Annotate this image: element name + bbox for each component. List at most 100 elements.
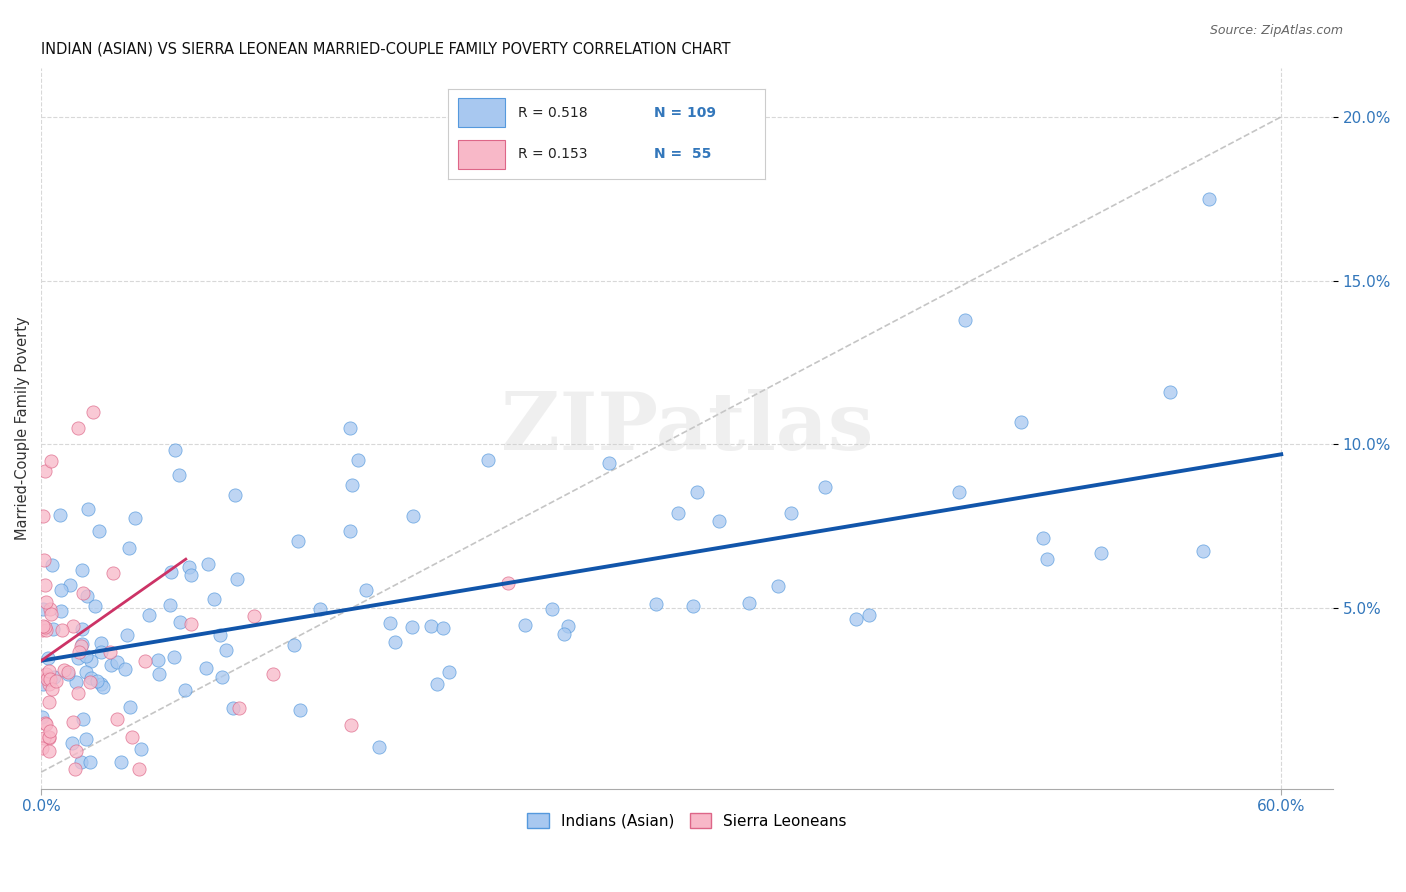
Point xyxy=(37,650,59,665)
Point xyxy=(53,663,76,677)
Point xyxy=(378,615,401,630)
Point xyxy=(79,756,101,770)
Point xyxy=(67,421,90,435)
Point xyxy=(62,714,84,729)
Point xyxy=(59,578,82,592)
Point xyxy=(32,731,55,746)
Point xyxy=(67,645,90,659)
Point xyxy=(70,623,93,637)
Point xyxy=(1036,552,1059,566)
Point xyxy=(35,595,58,609)
Point xyxy=(384,634,406,648)
Point xyxy=(180,568,202,582)
Point xyxy=(31,602,53,616)
Point xyxy=(84,599,107,613)
Point xyxy=(211,670,233,684)
Point xyxy=(340,718,363,732)
Point xyxy=(70,639,93,653)
Point xyxy=(858,608,880,623)
Point xyxy=(38,731,60,746)
Point xyxy=(67,650,90,665)
Point xyxy=(38,730,60,744)
Point xyxy=(34,620,56,634)
Point xyxy=(34,464,56,478)
Point xyxy=(180,616,202,631)
Point xyxy=(31,741,53,756)
Point xyxy=(129,742,152,756)
Point xyxy=(41,622,63,636)
Point xyxy=(51,583,73,598)
Point xyxy=(645,597,668,611)
Point xyxy=(224,488,246,502)
Point xyxy=(38,723,60,738)
Point xyxy=(34,578,56,592)
Point xyxy=(31,710,53,724)
Point xyxy=(262,666,284,681)
Point xyxy=(146,653,169,667)
Point xyxy=(197,557,219,571)
Point xyxy=(58,666,80,681)
Point xyxy=(32,618,55,632)
Point xyxy=(498,575,520,590)
Point xyxy=(128,762,150,776)
Point xyxy=(845,612,868,626)
Point xyxy=(420,619,443,633)
Point xyxy=(340,478,363,492)
Point xyxy=(42,670,65,684)
Point xyxy=(82,405,104,419)
Point xyxy=(41,558,63,573)
Point xyxy=(402,508,425,523)
Point xyxy=(339,420,361,434)
Point xyxy=(75,732,97,747)
Point xyxy=(105,656,128,670)
Point xyxy=(34,553,56,567)
Point xyxy=(65,762,87,776)
Point xyxy=(49,604,72,618)
Point xyxy=(120,700,142,714)
Point xyxy=(34,623,56,637)
Point xyxy=(309,602,332,616)
Point xyxy=(1191,544,1213,558)
Point xyxy=(70,563,93,577)
Point xyxy=(79,675,101,690)
Point xyxy=(38,744,60,758)
Text: INDIAN (ASIAN) VS SIERRA LEONEAN MARRIED-COUPLE FAMILY POVERTY CORRELATION CHART: INDIAN (ASIAN) VS SIERRA LEONEAN MARRIED… xyxy=(41,42,731,57)
Point xyxy=(80,654,103,668)
Point xyxy=(37,672,59,686)
Point xyxy=(953,313,976,327)
Point xyxy=(356,583,378,598)
Point xyxy=(138,608,160,623)
Point xyxy=(194,661,217,675)
Point xyxy=(347,453,370,467)
Point xyxy=(76,589,98,603)
Point xyxy=(39,607,62,621)
Point xyxy=(738,595,761,609)
Point xyxy=(51,624,73,638)
Point xyxy=(72,586,94,600)
Point xyxy=(34,716,56,731)
Point xyxy=(101,566,124,580)
Point xyxy=(100,658,122,673)
Point xyxy=(105,713,128,727)
Text: ZIPatlas: ZIPatlas xyxy=(501,389,873,467)
Point xyxy=(215,643,238,657)
Point xyxy=(209,628,232,642)
Point xyxy=(75,665,97,680)
Point xyxy=(65,744,87,758)
Point xyxy=(117,628,139,642)
Point xyxy=(65,674,87,689)
Point xyxy=(1010,415,1032,429)
Point xyxy=(686,484,709,499)
Legend: Indians (Asian), Sierra Leoneans: Indians (Asian), Sierra Leoneans xyxy=(522,807,853,835)
Point xyxy=(174,682,197,697)
Point xyxy=(401,619,423,633)
Point xyxy=(121,730,143,744)
Point xyxy=(557,618,579,632)
Point xyxy=(86,673,108,688)
Point xyxy=(118,541,141,555)
Point xyxy=(31,623,53,637)
Point xyxy=(477,453,499,467)
Point xyxy=(1032,531,1054,545)
Point xyxy=(110,756,132,770)
Y-axis label: Married-Couple Family Poverty: Married-Couple Family Poverty xyxy=(15,317,30,540)
